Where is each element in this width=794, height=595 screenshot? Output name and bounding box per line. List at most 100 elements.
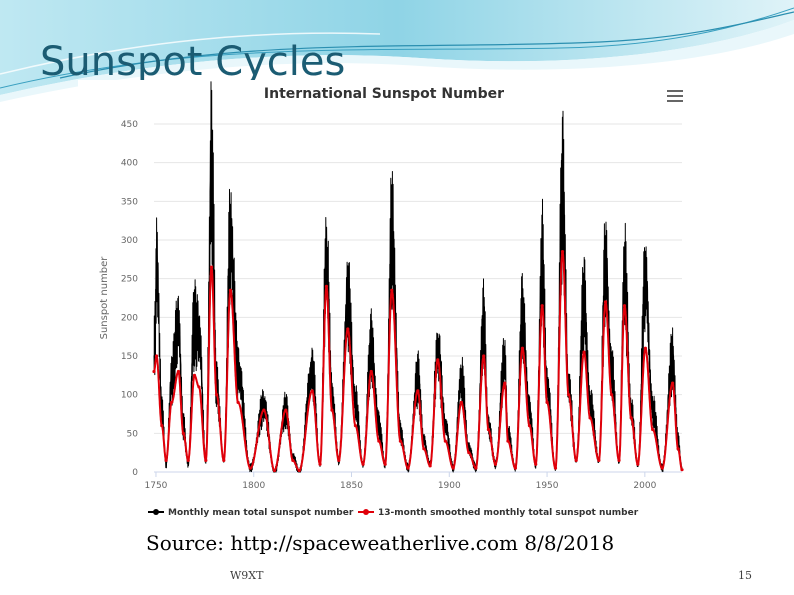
series-lines [152,81,684,473]
series-point-1-7 [186,458,190,462]
series-point-1-34 [398,439,402,443]
y-tick-0: 0 [132,468,138,478]
y-axis-title: Sunspot number [99,256,110,340]
series-point-1-8 [192,373,197,377]
series-point-1-9 [197,385,201,389]
series-point-1-60 [582,350,586,354]
series-point-1-0 [152,369,156,374]
series-point-1-65 [617,458,621,462]
series-point-1-74 [680,468,684,472]
y-tick-200: 200 [121,313,138,323]
series-point-1-33 [390,288,394,292]
series-point-1-16 [248,466,253,470]
series-point-1-40 [443,439,447,443]
series-point-1-6 [181,431,185,435]
series-point-1-67 [629,416,633,420]
series-point-1-23 [318,462,322,466]
series-point-1-38 [428,464,432,468]
page-number: 15 [738,569,752,582]
y-tick-450: 450 [121,120,138,130]
y-tick-300: 300 [121,236,138,246]
series-point-1-68 [636,462,640,466]
series-point-1-4 [170,400,174,404]
legend: Monthly mean total sunspot number 13-mon… [148,508,639,518]
x-tick-1750: 1750 [145,481,168,491]
series-point-1-51 [520,346,525,350]
series-point-1-22 [310,389,314,393]
series-point-1-25 [330,408,334,412]
series-point-1-41 [451,466,455,470]
series-point-1-18 [272,468,277,473]
series-point-1-70 [651,427,655,432]
y-tick-250: 250 [121,275,138,285]
x-tick-1950: 1950 [536,481,559,491]
series-point-1-48 [503,381,507,385]
series-point-1-3 [164,458,168,462]
series-point-1-24 [324,284,329,288]
series-point-1-58 [566,393,571,397]
series-point-1-11 [209,265,214,269]
chart-title: International Sunspot Number [263,86,505,102]
source-line: Source: http://spaceweatherlive.com 8/8/… [146,531,614,555]
series-point-1-46 [486,427,490,432]
sunspot-chart: 0 50 100 150 200 250 300 350 400 450 1750 1800 1850… [99,81,684,518]
source-link[interactable]: http://spaceweatherlive.com [230,531,519,555]
series-point-1-36 [416,389,420,393]
series-point-1-53 [534,462,538,466]
series-point-1-42 [459,400,464,404]
series-point-1-43 [467,451,471,455]
series-point-1-1 [154,354,159,358]
slide-title: Sunspot Cycles [40,39,346,85]
x-tick-2000: 2000 [633,481,656,491]
series-point-1-59 [574,458,578,462]
series-point-1-52 [527,424,532,428]
series-point-1-56 [553,466,558,470]
y-tick-350: 350 [121,197,138,207]
legend-label-smoothed: 13-month smoothed monthly total sunspot … [378,508,639,518]
series-point-1-66 [622,304,627,308]
series-point-1-10 [204,458,208,462]
series-point-1-30 [369,369,373,374]
series-point-1-50 [513,466,517,470]
legend-marker-monthly [153,509,159,515]
y-tick-labels: 0 50 100 150 200 250 300 350 400 450 [121,120,138,478]
series-point-1-35 [406,466,410,470]
series-point-1-12 [214,393,219,397]
series-point-1-61 [588,416,592,420]
series-point-1-14 [228,288,233,292]
x-tick-labels: 1750 1800 1850 1900 1950 2000 [145,481,657,491]
series-point-1-26 [337,458,341,462]
chart-panel: 0 50 100 150 200 250 300 350 400 450 1750 1800 1850… [78,80,690,530]
series-point-1-72 [671,381,675,385]
series-point-1-21 [297,468,301,473]
chart-menu-icon[interactable] [667,90,683,104]
series-point-1-32 [383,462,387,466]
y-tick-50: 50 [127,429,139,439]
series-point-1-28 [353,424,358,428]
series-point-1-44 [474,466,478,470]
series-point-1-29 [361,462,365,466]
series-point-1-15 [236,400,240,404]
series-point-1-39 [436,358,440,362]
series-point-1-55 [545,400,549,404]
footer-callsign: W9XT [230,569,264,582]
series-point-1-69 [643,346,648,350]
series-line-0 [153,81,683,473]
source-prefix: Source: [146,531,224,555]
grid-lines [154,123,682,477]
series-point-1-20 [291,458,295,462]
slide-header-swoosh [0,0,794,102]
series-point-1-64 [610,393,614,397]
series-point-1-45 [482,354,486,358]
series-point-1-49 [506,439,510,443]
series-point-1-63 [603,300,608,304]
legend-label-monthly: Monthly mean total sunspot number [168,508,354,518]
series-point-1-13 [222,458,226,462]
series-point-1-57 [560,250,565,254]
series-point-1-31 [377,439,381,443]
series-point-1-73 [676,447,680,451]
series-point-1-5 [176,369,181,374]
x-tick-1800: 1800 [242,481,265,491]
y-tick-100: 100 [121,391,138,401]
series-point-1-19 [284,408,288,412]
